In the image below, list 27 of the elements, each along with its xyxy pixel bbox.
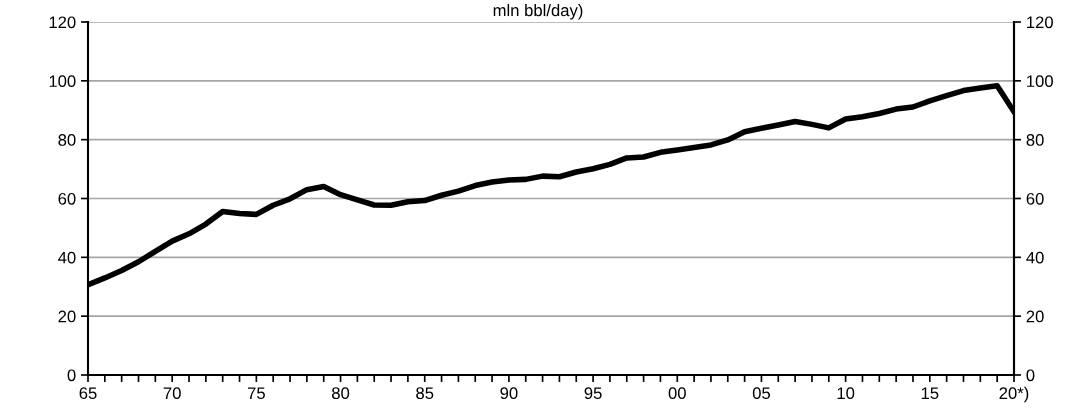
x-tick-label: 00 (668, 387, 686, 400)
y-tick-label: 0 (67, 369, 76, 382)
x-tick-label: 95 (584, 387, 602, 400)
x-tick-label: 80 (332, 387, 350, 400)
y-tick-label: 120 (49, 16, 76, 29)
x-tick-label: 75 (247, 387, 265, 400)
x-tick-label: 90 (500, 387, 518, 400)
y-tick-label: 80 (58, 134, 76, 146)
y-tick-label: 20 (58, 310, 76, 323)
x-tick-label: 85 (416, 387, 434, 400)
y2-tick-label: 20 (1026, 310, 1044, 323)
y2-tick-label: 60 (1026, 192, 1044, 205)
x-tick-label: 65 (79, 387, 97, 400)
y2-tick-label: 100 (1027, 75, 1053, 88)
y2-tick-label: 120 (1027, 16, 1053, 29)
y-tick-label: 60 (58, 192, 76, 205)
x-tick-label: 20*) (999, 386, 1029, 403)
x-tick-label: 70 (163, 387, 181, 400)
y-tick-label: 100 (49, 75, 76, 88)
x-tick-label: 05 (752, 387, 771, 400)
y2-tick-label: 80 (1026, 134, 1044, 146)
y2-tick-label: 40 (1026, 251, 1044, 264)
y2-tick-label: 0 (1026, 369, 1035, 382)
x-tick-label: 10 (837, 387, 855, 400)
y-tick-label: 40 (58, 251, 76, 264)
x-tick-label: 15 (921, 387, 939, 400)
chart-title: mln bbl/day) (493, 4, 583, 20)
